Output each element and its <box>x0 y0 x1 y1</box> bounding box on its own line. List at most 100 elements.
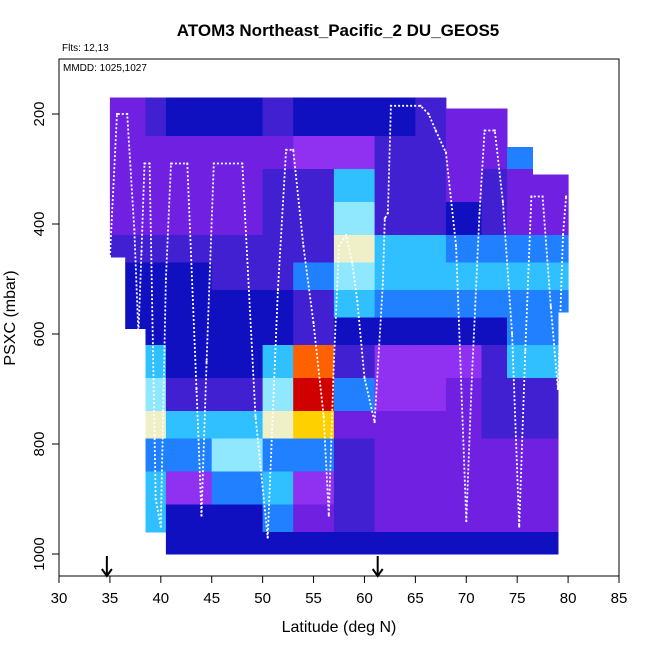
heatmap-cell <box>532 471 559 505</box>
flight-track-point <box>169 162 173 165</box>
flight-track-point <box>419 104 422 107</box>
heatmap-cell <box>557 262 569 291</box>
heatmap-cell <box>415 411 447 439</box>
flight-track-point <box>389 104 392 107</box>
heatmap-cell <box>415 235 447 263</box>
heatmap-cell <box>293 97 335 137</box>
heatmap-cell <box>293 532 335 555</box>
heatmap-cell <box>481 378 508 412</box>
flight-track-point <box>434 129 437 132</box>
heatmap-cell <box>532 438 559 472</box>
heatmap-cell <box>333 471 376 505</box>
flight-track-point <box>510 332 514 336</box>
heatmap-cell <box>165 169 213 203</box>
heatmap-cell <box>445 532 482 555</box>
flight-track-point <box>493 129 496 132</box>
heatmap-cell <box>262 317 294 346</box>
heatmap-cell <box>481 471 508 505</box>
heatmap-cell <box>374 411 416 439</box>
heatmap-cell <box>211 169 264 203</box>
heatmap-cell <box>145 202 167 236</box>
flight-track-point <box>126 112 129 116</box>
flight-track-point <box>133 228 136 231</box>
heatmap-cell <box>445 345 482 379</box>
heatmap-cell <box>211 504 264 533</box>
heatmap-cell <box>211 290 264 318</box>
heatmap-cell <box>507 169 533 203</box>
heatmap-cell <box>333 136 376 170</box>
heatmap-cell <box>445 202 482 236</box>
flight-track-point <box>200 514 203 517</box>
heatmap-cell <box>481 532 508 555</box>
heatmap-cell <box>262 471 294 505</box>
flight-track-point <box>140 250 143 253</box>
arrow-head <box>371 568 384 578</box>
heatmap-cell <box>333 504 376 533</box>
heatmap-cell <box>145 169 167 203</box>
flight-track-point <box>524 349 527 352</box>
flight-track-point <box>148 162 151 165</box>
flight-track-point <box>518 525 521 528</box>
heatmap-cell <box>374 97 416 137</box>
flight-track <box>108 104 568 539</box>
arrow-head <box>101 568 113 578</box>
heatmap-cell <box>374 202 416 236</box>
flight-track-point <box>363 376 366 380</box>
y-tick-label: 1000 <box>31 537 48 570</box>
heatmap-cell <box>481 345 508 379</box>
flight-track-point <box>478 211 481 215</box>
heatmap-cell <box>507 438 533 472</box>
heatmap-cell <box>165 262 213 291</box>
heatmap-cell <box>165 290 213 318</box>
heatmap-cell <box>445 290 482 318</box>
heatmap-cell <box>507 378 533 412</box>
flight-track-point <box>356 299 359 303</box>
y-tick-label: 200 <box>31 101 48 126</box>
heatmap-cell <box>211 411 264 439</box>
heatmap-cell <box>145 262 167 291</box>
heatmap-cell <box>165 202 213 236</box>
heatmap-cell <box>374 471 416 505</box>
heatmap-cell <box>262 235 294 263</box>
heatmap-cell <box>415 532 447 555</box>
heatmap-cell <box>165 235 213 263</box>
heatmap-cell <box>262 290 294 318</box>
x-tick-label: 55 <box>305 590 322 607</box>
heatmap-cell <box>293 411 335 439</box>
heatmap-cell <box>145 97 167 137</box>
dates-annotation: MMDD: 1025,1027 <box>63 63 147 74</box>
heatmap-cell <box>293 471 335 505</box>
heatmap-cell <box>293 438 335 472</box>
heatmap-cell <box>532 411 559 439</box>
heatmap-cell <box>165 97 213 137</box>
heatmap-cell <box>557 290 569 313</box>
heatmap-cell <box>333 317 376 346</box>
flight-track-point <box>383 217 386 220</box>
heatmap-cell <box>165 136 213 170</box>
heatmap-cell <box>333 411 376 439</box>
heatmap-cell <box>445 438 482 472</box>
heatmap-cell <box>481 290 508 318</box>
flight-track-point <box>154 497 157 501</box>
heatmap-cell <box>145 345 167 379</box>
heatmap-cell <box>109 136 126 170</box>
heatmap-cell <box>145 438 167 472</box>
heatmap-cell <box>262 202 294 236</box>
heatmap-cell <box>481 202 508 236</box>
x-tick-label: 70 <box>458 590 475 607</box>
flight-track-point <box>266 536 269 539</box>
flight-track-point <box>351 261 354 264</box>
heatmap-cell <box>145 411 167 439</box>
heatmap-cell <box>333 345 376 379</box>
heatmap-cell <box>445 136 482 170</box>
heatmap-cell <box>532 262 559 291</box>
heatmap-cell <box>262 532 294 555</box>
heatmap-cell <box>211 532 264 555</box>
flight-track-point <box>470 387 473 391</box>
x-axis: 30 35 40 45 50 55 60 65 70 75 80 85 <box>51 576 627 607</box>
heatmap-cell <box>507 345 533 379</box>
flight-track-point <box>455 244 458 248</box>
heatmap-cell <box>415 345 447 379</box>
heatmap-cell <box>374 438 416 472</box>
flight-track-point <box>530 195 533 198</box>
